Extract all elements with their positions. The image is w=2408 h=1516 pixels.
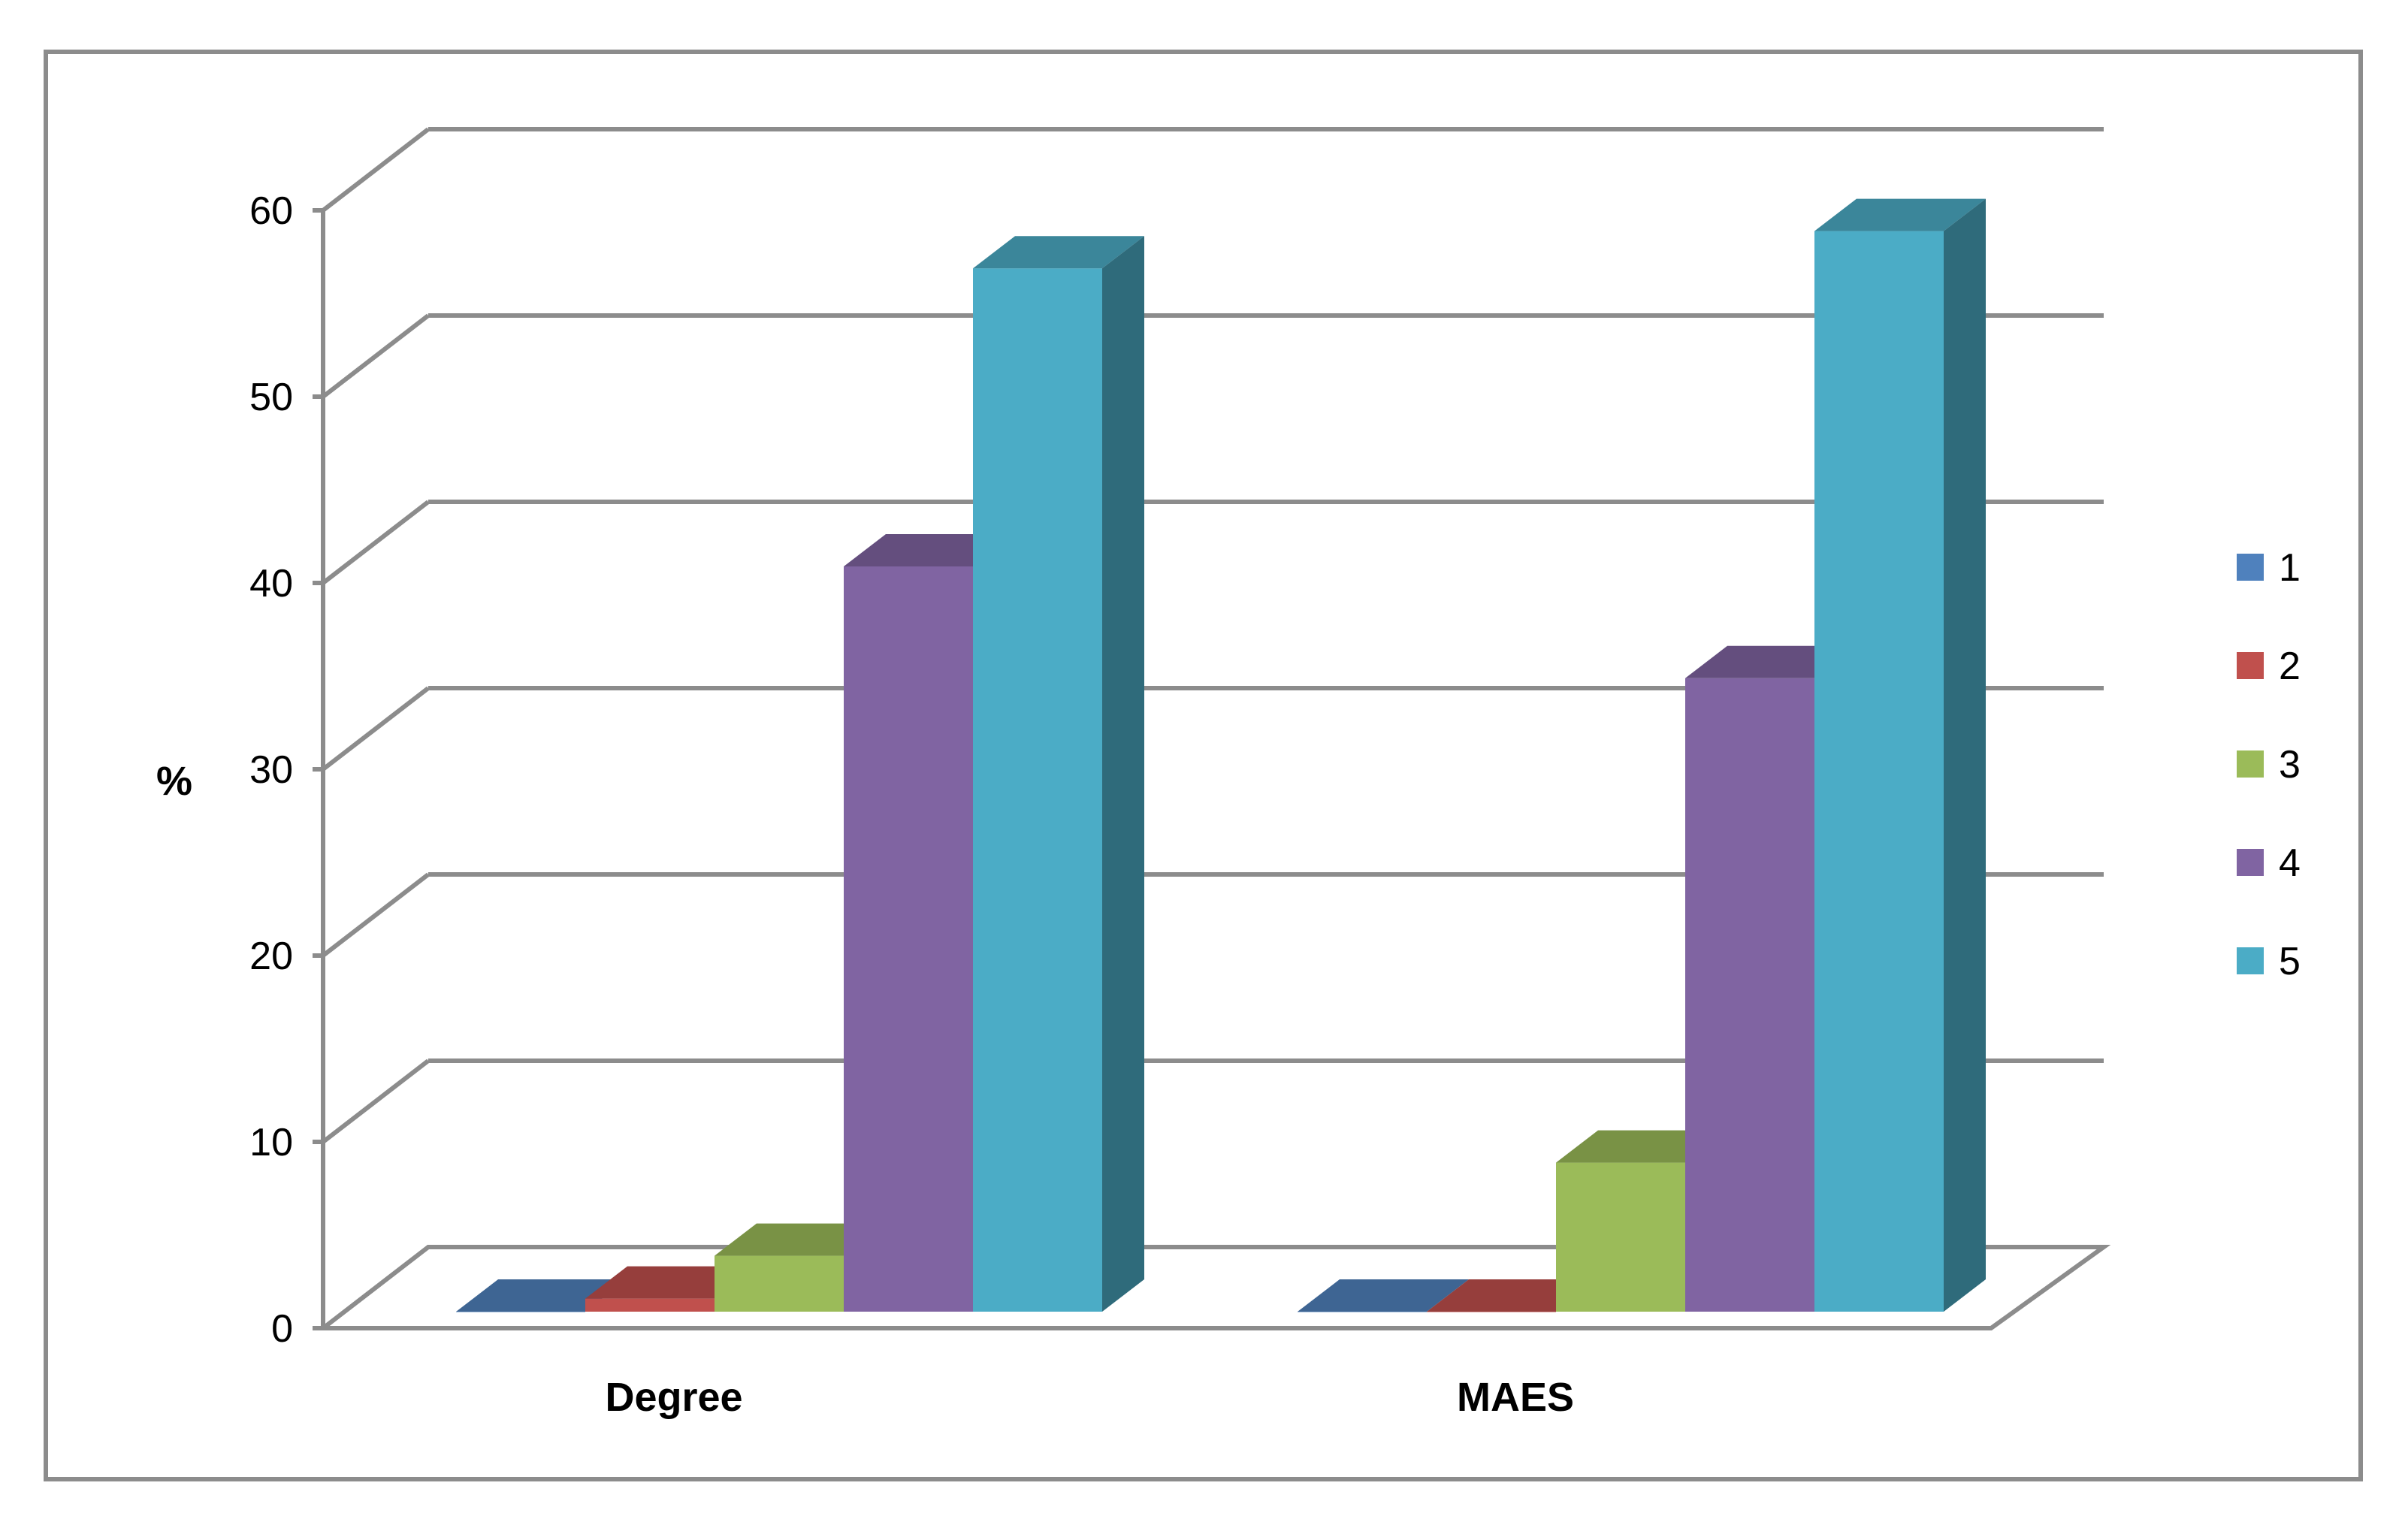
bar — [1814, 198, 1986, 1312]
gridline-diagonal — [322, 1058, 430, 1144]
bar-top — [844, 534, 1015, 566]
gridline-diagonal — [322, 500, 430, 585]
legend-label: 1 — [2279, 546, 2301, 590]
bar-side — [1102, 236, 1144, 1312]
gridline-diagonal — [322, 313, 430, 399]
bar — [844, 534, 1015, 1312]
bar — [456, 1279, 627, 1312]
bar-top — [1685, 645, 1857, 678]
bar-front — [973, 268, 1102, 1312]
legend-swatch — [2237, 652, 2264, 679]
y-axis: 0 10 20 30 40 50 60 — [249, 189, 325, 1351]
bar — [1427, 1279, 1598, 1312]
bar-front — [585, 1298, 715, 1312]
legend-item: 1 — [2237, 546, 2301, 590]
bar-top — [1298, 1279, 1469, 1312]
bar-top — [1556, 1130, 1727, 1163]
legend-swatch — [2237, 849, 2264, 876]
legend: 1 2 3 4 5 — [2237, 546, 2301, 983]
bar-front — [844, 566, 973, 1312]
legend-item: 5 — [2237, 940, 2301, 983]
bar-front — [1685, 678, 1814, 1312]
bar — [585, 1266, 757, 1312]
bar-front — [715, 1255, 844, 1312]
bar-side — [1944, 198, 1986, 1312]
bar-top — [456, 1279, 627, 1312]
x-category-label: Degree — [605, 1375, 742, 1420]
y-tick-label: 40 — [249, 562, 293, 605]
x-category-label: MAES — [1457, 1375, 1574, 1420]
y-tick-label: 20 — [249, 935, 293, 978]
bar-top — [715, 1223, 886, 1256]
legend-label: 5 — [2279, 940, 2301, 983]
gridline-diagonal — [322, 686, 430, 772]
bar — [1298, 1279, 1469, 1312]
y-tick-label: 0 — [271, 1307, 293, 1351]
gridline-diagonal — [322, 127, 430, 213]
bar-front — [1556, 1162, 1685, 1312]
y-tick-label: 60 — [249, 189, 293, 233]
legend-swatch — [2237, 554, 2264, 581]
bar-top — [585, 1266, 757, 1299]
bars — [456, 198, 1986, 1312]
bar-top — [1427, 1279, 1598, 1312]
bar-top — [973, 236, 1144, 269]
y-tick-label: 50 — [249, 376, 293, 419]
y-tick-label: 30 — [249, 748, 293, 792]
legend-swatch — [2237, 750, 2264, 778]
axis-labels: % Degree MAES — [156, 759, 1574, 1420]
legend-label: 2 — [2279, 645, 2301, 688]
legend-label: 3 — [2279, 743, 2301, 787]
bar — [715, 1223, 886, 1312]
bar — [1556, 1130, 1727, 1312]
gridline-diagonal — [322, 872, 430, 958]
legend-label: 4 — [2279, 841, 2301, 885]
bar-front — [1814, 231, 1944, 1312]
y-tick-label: 10 — [249, 1121, 293, 1164]
bar — [1685, 645, 1857, 1312]
legend-swatch — [2237, 947, 2264, 974]
y-axis-title: % — [156, 759, 192, 804]
bar-top — [1814, 198, 1986, 231]
chart-floor — [316, 1245, 2111, 1330]
legend-item: 2 — [2237, 645, 2301, 688]
legend-item: 4 — [2237, 841, 2301, 885]
legend-item: 3 — [2237, 743, 2301, 787]
bar — [973, 236, 1144, 1312]
